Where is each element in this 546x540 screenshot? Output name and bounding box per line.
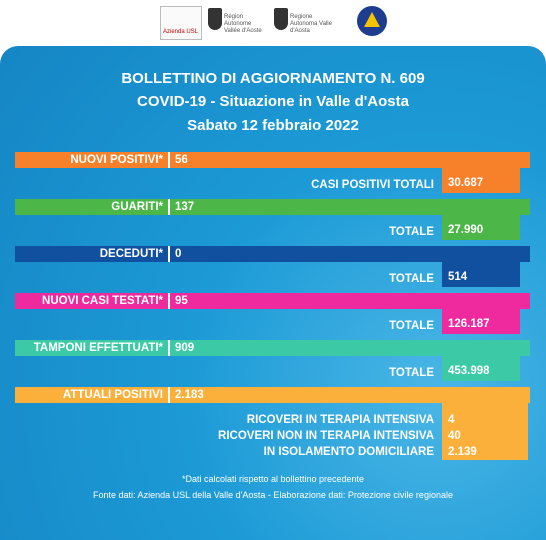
logo-text: Région Autonome Vallée d'Aoste: [224, 14, 262, 34]
row-value: 0: [175, 248, 182, 260]
total-label: CASI POSITIVI TOTALI: [311, 179, 434, 191]
logo-text: Regione Autonoma Valle d'Aosta: [290, 14, 332, 34]
note: *Dati calcolati rispetto al bollettino p…: [181, 474, 365, 484]
total-value: 27.990: [448, 224, 484, 236]
row-value: 2.183: [175, 389, 204, 401]
row-value: 56: [175, 154, 188, 166]
logo-usl: Azienda USL: [160, 6, 202, 40]
logo-triangle: [364, 12, 380, 27]
total-box: [442, 309, 520, 334]
total-box: [442, 215, 520, 240]
total-label: TOTALE: [389, 320, 434, 332]
row-value: 137: [175, 201, 195, 213]
subtitle: COVID-19 - Situazione in Valle d'Aosta: [137, 93, 409, 110]
detail-label: IN ISOLAMENTO DOMICILIARE: [263, 446, 434, 458]
total-box: [442, 356, 520, 381]
logo-civil-protection: [357, 6, 387, 36]
logo-text: Azienda USL: [163, 29, 199, 35]
logo-shield: [208, 8, 222, 30]
row-label-box: [15, 246, 170, 262]
total-label: TOTALE: [389, 367, 434, 379]
row-bar: [15, 387, 530, 403]
detail-value: 2.139: [448, 446, 477, 458]
detail-value: 40: [448, 430, 461, 442]
total-value: 453.998: [448, 365, 490, 377]
row-label: DECEDUTI*: [99, 248, 163, 260]
row-value: 909: [175, 342, 195, 354]
row-value: 95: [175, 295, 188, 307]
row-label: NUOVI POSITIVI*: [70, 154, 163, 166]
row-label: GUARITI*: [111, 201, 163, 213]
detail-label: RICOVERI NON IN TERAPIA INTENSIVA: [218, 430, 434, 442]
row-bar: [15, 246, 530, 262]
row-label-box: [15, 387, 170, 403]
detail-box: [442, 403, 528, 460]
date: Sabato 12 febbraio 2022: [187, 117, 359, 134]
row-bar: [15, 199, 530, 215]
row-label-box: [15, 152, 170, 168]
row-label-box: [15, 340, 170, 356]
detail-label: RICOVERI IN TERAPIA INTENSIVA: [246, 414, 434, 426]
row-bar: [15, 293, 530, 309]
detail-value: 4: [448, 414, 455, 426]
total-box: [442, 168, 520, 193]
total-value: 514: [448, 271, 468, 283]
row-label: NUOVI CASI TESTATI*: [42, 295, 163, 307]
total-value: 30.687: [448, 177, 484, 189]
title: BOLLETTINO DI AGGIORNAMENTO N. 609: [121, 70, 425, 87]
row-label-box: [15, 199, 170, 215]
source: Fonte dati: Azienda USL della Valle d'Ao…: [93, 490, 453, 500]
total-box: [442, 262, 520, 287]
logo-shield: [274, 8, 288, 30]
row-label: ATTUALI POSITIVI: [62, 389, 163, 401]
total-label: TOTALE: [389, 226, 434, 238]
total-value: 126.187: [448, 318, 490, 330]
row-bar: [15, 340, 530, 356]
row-bar: [15, 152, 530, 168]
row-label: TAMPONI EFFETTUATI*: [33, 342, 163, 354]
row-label-box: [15, 293, 170, 309]
total-label: TOTALE: [389, 273, 434, 285]
